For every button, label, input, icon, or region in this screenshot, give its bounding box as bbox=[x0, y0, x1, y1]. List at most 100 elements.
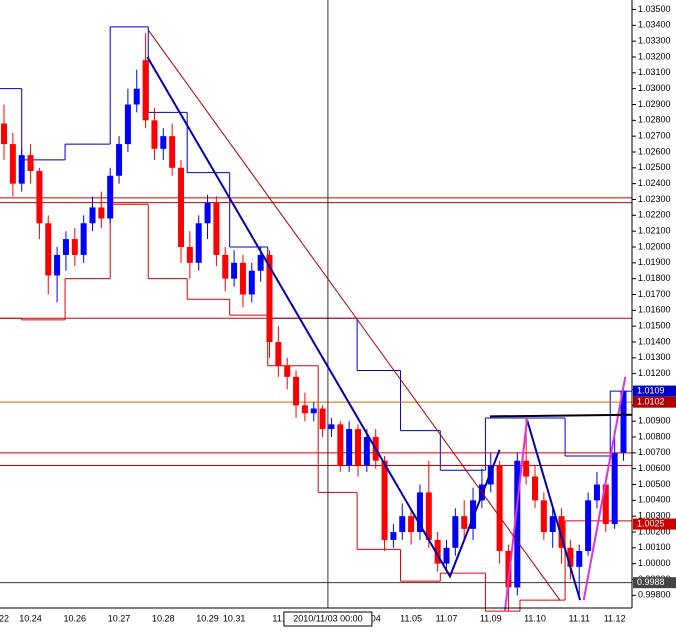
candle-body bbox=[178, 167, 184, 247]
candle-body bbox=[523, 460, 530, 477]
candle-body bbox=[337, 424, 344, 466]
candle-body bbox=[319, 408, 326, 430]
y-tick-label: 1.00500 bbox=[638, 479, 671, 489]
y-tick-label: 1.01400 bbox=[638, 336, 671, 346]
price-marker bbox=[633, 385, 676, 397]
y-tick-label: 1.02200 bbox=[638, 210, 671, 220]
y-tick-label: 1.03100 bbox=[638, 67, 671, 77]
candle-body bbox=[71, 239, 78, 255]
trend-line bbox=[146, 56, 501, 579]
x-tick-label: 11.12 bbox=[604, 613, 626, 623]
x-tick-label: 11.09 bbox=[480, 613, 502, 623]
price-marker-label: 0.9988 bbox=[637, 577, 665, 587]
trend-line bbox=[503, 419, 528, 612]
candle-body bbox=[443, 547, 450, 564]
candle-body bbox=[169, 136, 176, 168]
y-tick-label: 1.02700 bbox=[638, 131, 671, 141]
y-tick-label: 1.02400 bbox=[638, 178, 671, 188]
candle-body bbox=[195, 223, 202, 263]
candle-body bbox=[231, 262, 238, 279]
candle-body bbox=[54, 254, 61, 276]
candle-body bbox=[416, 492, 423, 532]
candle-body bbox=[204, 202, 211, 224]
candle-body bbox=[36, 171, 43, 224]
y-tick-label: 1.02500 bbox=[638, 162, 671, 172]
y-tick-label: 1.00800 bbox=[638, 431, 671, 441]
x-tick-label: 10.28 bbox=[152, 613, 175, 623]
candle-body bbox=[461, 516, 468, 529]
x-tick-label: 10.27 bbox=[108, 613, 131, 623]
candle-body bbox=[80, 223, 87, 255]
x-tick-label: 11. bbox=[272, 613, 284, 623]
y-tick-label: 1.03200 bbox=[638, 51, 671, 61]
trend-line bbox=[489, 413, 633, 418]
x-tick-label: 04 bbox=[371, 613, 381, 623]
trend-line bbox=[147, 29, 561, 601]
price-marker-label: 1.0109 bbox=[637, 385, 665, 395]
y-tick-label: 1.01700 bbox=[638, 289, 671, 299]
candle-body bbox=[248, 270, 255, 295]
candle-body bbox=[9, 144, 16, 184]
candle-body bbox=[213, 202, 220, 255]
candle-body bbox=[514, 460, 521, 588]
price-marker bbox=[633, 577, 676, 589]
candle-body bbox=[355, 429, 361, 466]
candle-body bbox=[284, 365, 291, 377]
y-tick-label: 1.00200 bbox=[638, 526, 671, 536]
candle-body bbox=[160, 136, 167, 149]
y-tick-label: 1.00100 bbox=[638, 542, 671, 552]
x-tick-label: 11.07 bbox=[436, 613, 458, 623]
x-tick-label: 11.10 bbox=[524, 613, 546, 623]
candle-body bbox=[45, 223, 52, 276]
candle-body bbox=[611, 452, 618, 525]
y-tick-label: 1.03000 bbox=[638, 83, 671, 93]
price-marker-label: 1.0102 bbox=[637, 397, 665, 407]
candle-body bbox=[301, 405, 308, 414]
candle-body bbox=[593, 484, 600, 501]
candle-body bbox=[505, 551, 512, 588]
y-tick-label: 1.02000 bbox=[638, 241, 671, 251]
candle-body bbox=[222, 254, 229, 279]
candle-body bbox=[549, 516, 556, 532]
trend-line bbox=[526, 419, 582, 601]
x-tick-label: 11.05 bbox=[400, 613, 422, 623]
candle-body bbox=[27, 155, 34, 171]
y-tick-label: 1.00600 bbox=[638, 463, 671, 473]
candle-body bbox=[470, 500, 477, 529]
y-tick-label: 1.00000 bbox=[638, 558, 671, 568]
candle-body bbox=[275, 342, 282, 366]
candle-body bbox=[585, 500, 592, 551]
candle-body bbox=[567, 547, 574, 567]
crosshair-label: 2010/11/03 00:00 bbox=[293, 613, 362, 623]
y-tick-label: 1.02100 bbox=[638, 226, 671, 236]
price-marker-label: 1.0025 bbox=[637, 518, 665, 528]
price-marker bbox=[633, 396, 676, 408]
candle-body bbox=[116, 144, 123, 176]
candle-body bbox=[98, 207, 105, 219]
candle-body bbox=[257, 254, 264, 271]
x-tick-label: 10.26 bbox=[64, 613, 87, 623]
candle-body bbox=[434, 539, 441, 564]
x-tick-label: 10.31 bbox=[223, 613, 246, 623]
candle-body bbox=[602, 484, 609, 525]
y-tick-label: 1.00700 bbox=[638, 447, 671, 457]
y-tick-label: 0.99800 bbox=[638, 590, 671, 600]
y-tick-label: 1.01500 bbox=[638, 321, 671, 331]
candle-body bbox=[576, 551, 583, 567]
candle-body bbox=[496, 465, 503, 551]
price-marker bbox=[633, 518, 676, 530]
candle-body bbox=[399, 516, 406, 532]
candle-body bbox=[89, 207, 96, 224]
x-tick-label: 10.29 bbox=[196, 613, 219, 623]
y-tick-label: 1.03300 bbox=[638, 36, 671, 46]
candle-body bbox=[310, 408, 317, 414]
x-tick-label: 22 bbox=[0, 613, 9, 623]
y-tick-label: 1.02300 bbox=[638, 194, 671, 204]
candle-body bbox=[390, 532, 397, 540]
candle-body bbox=[107, 175, 114, 219]
y-tick-label: 1.03500 bbox=[638, 4, 671, 14]
x-tick-label: 10.24 bbox=[19, 613, 42, 623]
candle-body bbox=[151, 120, 158, 149]
